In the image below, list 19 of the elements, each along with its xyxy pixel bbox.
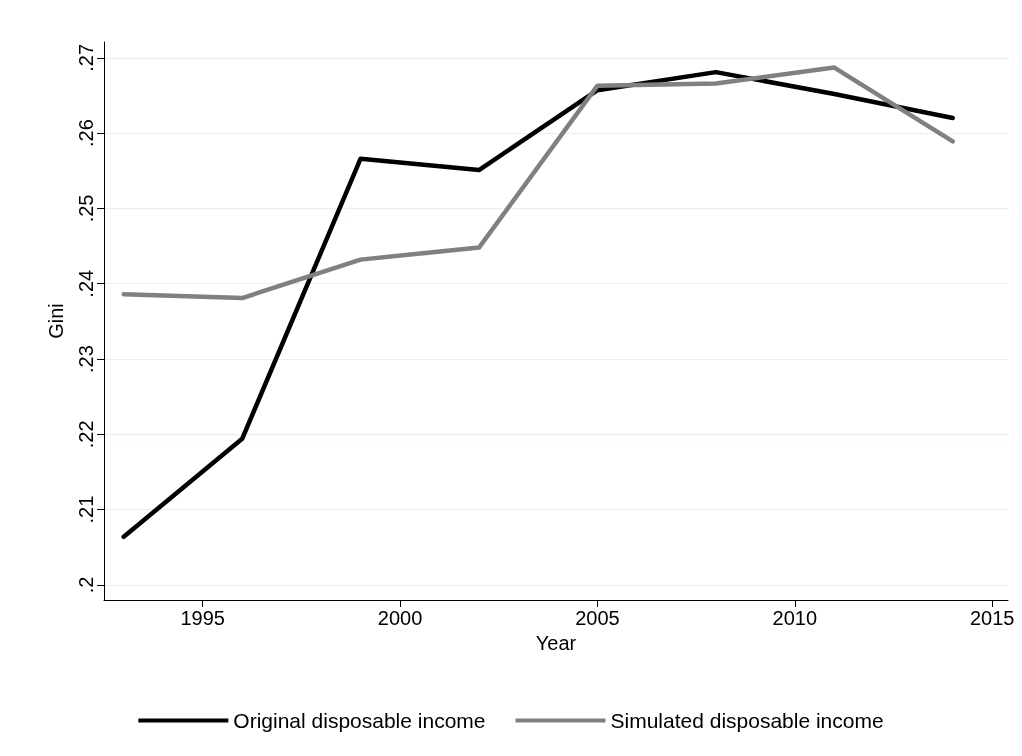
- x-tick-label: 1995: [180, 607, 225, 629]
- y-tick-label: .26: [75, 119, 97, 148]
- y-tick-label: .27: [75, 43, 97, 72]
- y-tick-label: .25: [75, 194, 97, 223]
- y-tick-label: .24: [75, 269, 97, 298]
- x-tick-label: 2005: [575, 607, 620, 629]
- y-tick-label: .22: [75, 420, 97, 449]
- legend-label: Simulated disposable income: [610, 709, 884, 732]
- y-tick-label: .23: [75, 345, 97, 373]
- x-tick-label: 2010: [772, 607, 818, 629]
- y-axis-title: Gini: [45, 303, 67, 339]
- y-tick-label: .2: [75, 576, 97, 594]
- x-tick-label: 2000: [377, 607, 423, 629]
- line-series: [121, 65, 955, 301]
- x-tick-label: 2015: [969, 607, 1015, 629]
- line-series: [121, 69, 955, 539]
- legend-label: Original disposable income: [233, 709, 486, 732]
- y-tick-label: .21: [75, 495, 97, 524]
- x-axis-title: Year: [535, 631, 577, 654]
